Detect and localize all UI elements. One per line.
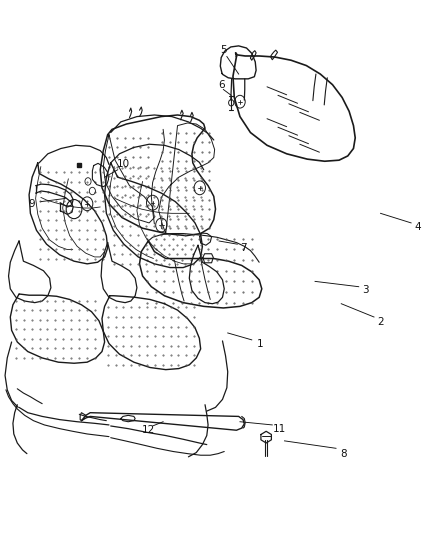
Text: 4: 4 — [414, 222, 421, 232]
Text: 10: 10 — [117, 159, 130, 169]
Text: 12: 12 — [141, 425, 155, 435]
Text: 5: 5 — [220, 45, 227, 54]
Text: 8: 8 — [340, 449, 347, 458]
Text: 11: 11 — [272, 424, 286, 434]
Text: 1: 1 — [257, 338, 264, 349]
Text: 3: 3 — [362, 286, 369, 295]
Text: 2: 2 — [377, 317, 384, 327]
Text: 9: 9 — [29, 199, 35, 209]
Text: 6: 6 — [218, 80, 225, 90]
Text: 7: 7 — [240, 243, 246, 253]
